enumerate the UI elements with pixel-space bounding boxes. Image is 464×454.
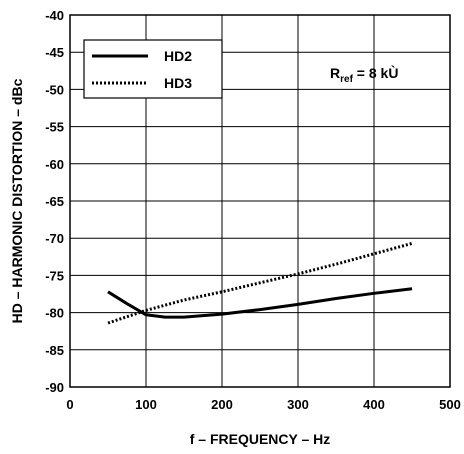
y-tick-label: -45	[45, 45, 64, 60]
legend-box	[83, 39, 223, 99]
series-layer	[107, 241, 413, 325]
y-tick-label: -75	[45, 268, 64, 283]
y-tick-label: -80	[45, 306, 64, 321]
y-tick-label: -40	[45, 8, 64, 23]
legend-label-hd3: HD3	[164, 75, 192, 91]
legend: HD2 HD3	[83, 39, 223, 99]
legend-label-hd2: HD2	[164, 48, 192, 64]
x-tick-label: 0	[66, 397, 73, 412]
rref-subscript: ref	[340, 74, 353, 85]
x-tick-label: 300	[287, 397, 309, 412]
x-tick-label: 400	[363, 397, 385, 412]
x-tick-label: 200	[211, 397, 233, 412]
y-tick-label: -90	[45, 380, 64, 395]
x-tick-labels: 0 100 200 300 400 500	[66, 397, 460, 412]
y-tick-label: -50	[45, 82, 64, 97]
y-tick-label: -85	[45, 343, 64, 358]
rref-value: = 8 kÙ	[353, 64, 399, 81]
series-line-hd3	[107, 241, 413, 325]
y-tick-label: -60	[45, 157, 64, 172]
y-tick-labels: -90 -85 -80 -75 -70 -65 -60 -55 -50 -45 -40	[45, 8, 64, 395]
x-axis-title: f – FREQUENCY – Hz	[190, 431, 331, 447]
x-tick-label: 100	[135, 397, 157, 412]
y-tick-label: -70	[45, 231, 64, 246]
plot-frame	[69, 14, 451, 388]
y-tick-label: -65	[45, 194, 64, 209]
y-tick-label: -55	[45, 120, 64, 135]
rref-annotation: Rref = 8 kÙ	[330, 64, 398, 85]
x-tick-label: 500	[439, 397, 461, 412]
rref-main: R	[330, 65, 340, 81]
y-axis-title: HD – HARMONIC DISTORTION – dBc	[9, 78, 25, 323]
